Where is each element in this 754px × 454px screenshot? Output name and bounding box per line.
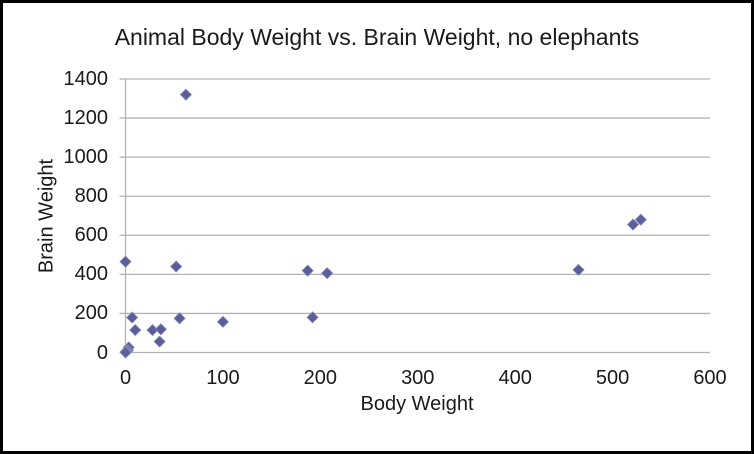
- data-point-marker: [301, 264, 314, 277]
- data-point-marker: [634, 213, 647, 226]
- y-tick-label: 1200: [63, 107, 109, 130]
- y-tick-label: 0: [96, 341, 108, 364]
- y-tick-label: 1000: [63, 146, 109, 169]
- data-point-marker: [306, 311, 319, 324]
- y-axis-title: Brain Weight: [35, 158, 58, 274]
- x-tick-label: 0: [119, 367, 132, 389]
- y-tick-label: 1400: [63, 68, 109, 90]
- x-tick-label: 600: [693, 367, 727, 389]
- data-point-marker: [129, 323, 142, 337]
- data-point-marker: [173, 312, 186, 325]
- x-tick-label: 200: [303, 367, 338, 389]
- gridlines: [125, 78, 710, 354]
- x-tick-label: 500: [595, 367, 630, 389]
- data-point-marker: [153, 335, 166, 348]
- x-tick-label: 400: [498, 367, 532, 389]
- data-point-marker: [170, 260, 183, 273]
- data-point-marker: [126, 311, 139, 324]
- axis-lines: [119, 78, 127, 357]
- data-point-marker: [626, 218, 640, 231]
- data-point-marker: [321, 267, 334, 280]
- data-point-marker: [154, 323, 167, 336]
- data-point-marker: [572, 263, 585, 276]
- data-point-marker: [119, 255, 132, 268]
- x-axis-title: Body Weight: [360, 393, 474, 415]
- chart-title: Animal Body Weight vs. Brain Weight, no …: [114, 24, 640, 50]
- y-tick-label: 600: [74, 224, 108, 247]
- y-tick-label: 200: [74, 302, 108, 325]
- y-tick-label: 400: [74, 263, 108, 286]
- y-tick-label: 800: [74, 185, 108, 208]
- data-point-marker: [216, 315, 229, 328]
- x-tick-label: 300: [401, 367, 435, 389]
- data-point-marker: [179, 88, 192, 101]
- data-points: [119, 88, 647, 359]
- data-point-marker: [119, 346, 132, 359]
- x-tick-label: 100: [206, 367, 240, 389]
